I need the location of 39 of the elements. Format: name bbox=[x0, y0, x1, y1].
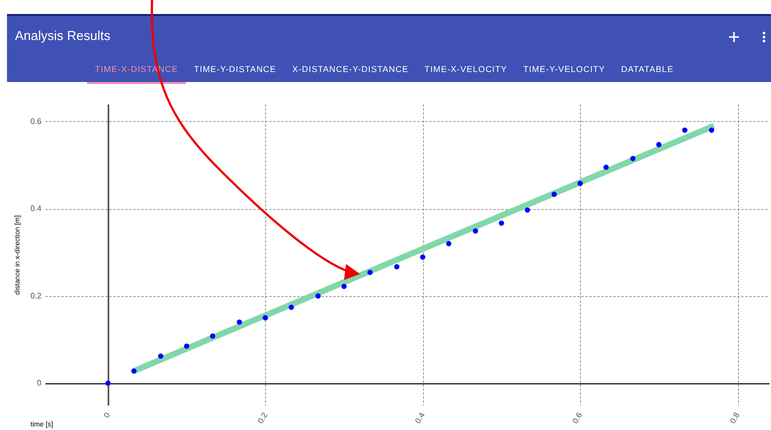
point bbox=[131, 368, 137, 374]
x-tick-label: 0 bbox=[102, 410, 112, 420]
text: TIME-X-VELOCITY bbox=[424, 64, 508, 76]
x-tick-label: 0.4 bbox=[413, 410, 427, 426]
point bbox=[446, 240, 452, 246]
x-tick-label: 0.2 bbox=[256, 410, 270, 426]
point bbox=[682, 128, 688, 133]
point bbox=[708, 128, 714, 133]
point bbox=[367, 270, 373, 276]
point bbox=[630, 156, 636, 162]
point bbox=[288, 304, 294, 310]
y-tick-label: 0.6 bbox=[30, 116, 42, 126]
point bbox=[262, 315, 268, 320]
point bbox=[498, 220, 504, 226]
point bbox=[656, 142, 662, 148]
point bbox=[341, 284, 347, 289]
point bbox=[315, 293, 321, 299]
text: DATATABLE bbox=[620, 64, 675, 76]
point bbox=[184, 343, 190, 349]
y-tick-label: 0 bbox=[37, 378, 42, 388]
text: TIME-Y-DISTANCE bbox=[192, 64, 278, 76]
point bbox=[394, 264, 400, 270]
point bbox=[552, 192, 557, 197]
text: TIME-Y-VELOCITY bbox=[522, 64, 606, 76]
point bbox=[603, 164, 609, 170]
x-tick-label: 0.8 bbox=[728, 410, 742, 426]
point bbox=[158, 354, 164, 359]
point bbox=[210, 333, 216, 339]
y-tick-label: 0.4 bbox=[30, 204, 42, 214]
point bbox=[236, 319, 242, 325]
point bbox=[105, 380, 111, 386]
point bbox=[577, 180, 583, 186]
point bbox=[472, 228, 478, 234]
point bbox=[524, 207, 530, 213]
text: X-DISTANCE-Y-DISTANCE bbox=[291, 64, 410, 76]
x-tick-label: 0.6 bbox=[570, 410, 584, 426]
y-tick-label: 0.2 bbox=[30, 291, 42, 300]
point bbox=[420, 254, 426, 260]
chart-title: Analysis Results bbox=[15, 28, 110, 43]
